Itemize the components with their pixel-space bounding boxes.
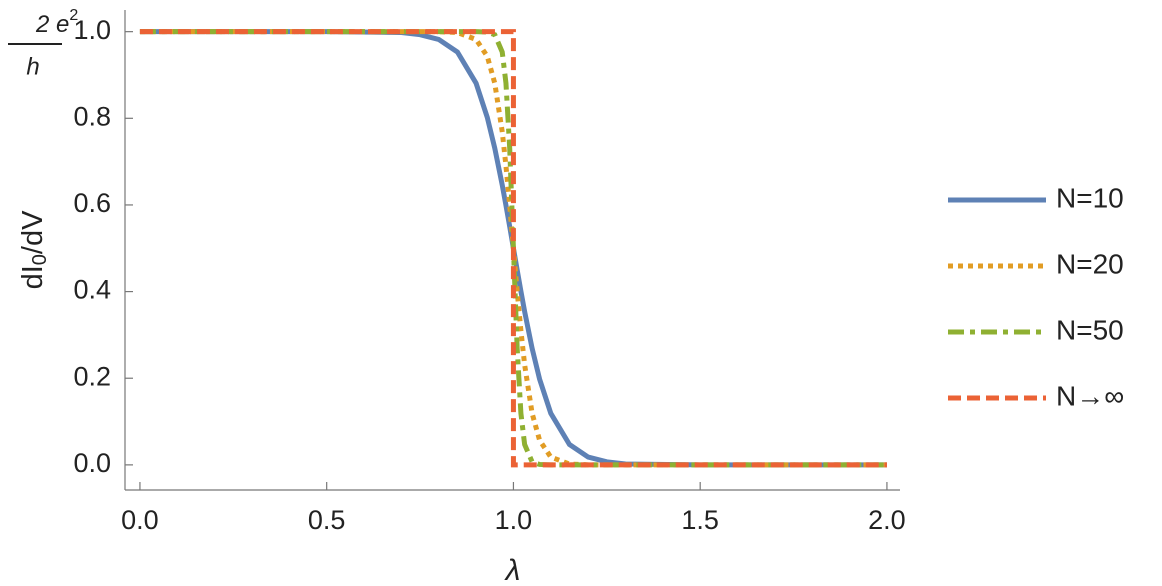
x-tick-label: 1.0 [495, 505, 533, 535]
series-line [139, 29, 887, 468]
y-tick-label: 0.2 [73, 361, 111, 391]
legend-label: N=20 [1056, 248, 1124, 279]
y-axis-label: dI0/dV [17, 210, 52, 289]
unit-denominator: h [26, 53, 39, 80]
y-label-main: dI [17, 265, 49, 289]
x-tick-label: 1.5 [681, 505, 719, 535]
unit-numerator-sup: 2 [69, 7, 78, 24]
y-tick-label: 0.6 [73, 188, 111, 218]
unit-numerator-text: 2 e [35, 11, 69, 38]
y-tick-label: 0.0 [73, 448, 111, 478]
y-tick-label: 0.4 [73, 275, 111, 305]
legend-label: N→∞ [1056, 380, 1124, 411]
y-label-rest: /dV [17, 210, 49, 254]
unit-numerator: 2 e2 [35, 7, 78, 38]
y-tick-label: 0.8 [73, 101, 111, 131]
y-tick-label: 1.0 [73, 15, 111, 45]
y-label-sub: 0 [29, 254, 51, 265]
x-axis-label: λ [504, 554, 521, 586]
x-tick-label: 0.0 [121, 505, 159, 535]
x-tick-label: 2.0 [868, 505, 906, 535]
legend-label: N=10 [1056, 182, 1124, 213]
x-tick-label: 0.5 [308, 505, 346, 535]
legend-label: N=50 [1056, 314, 1124, 345]
